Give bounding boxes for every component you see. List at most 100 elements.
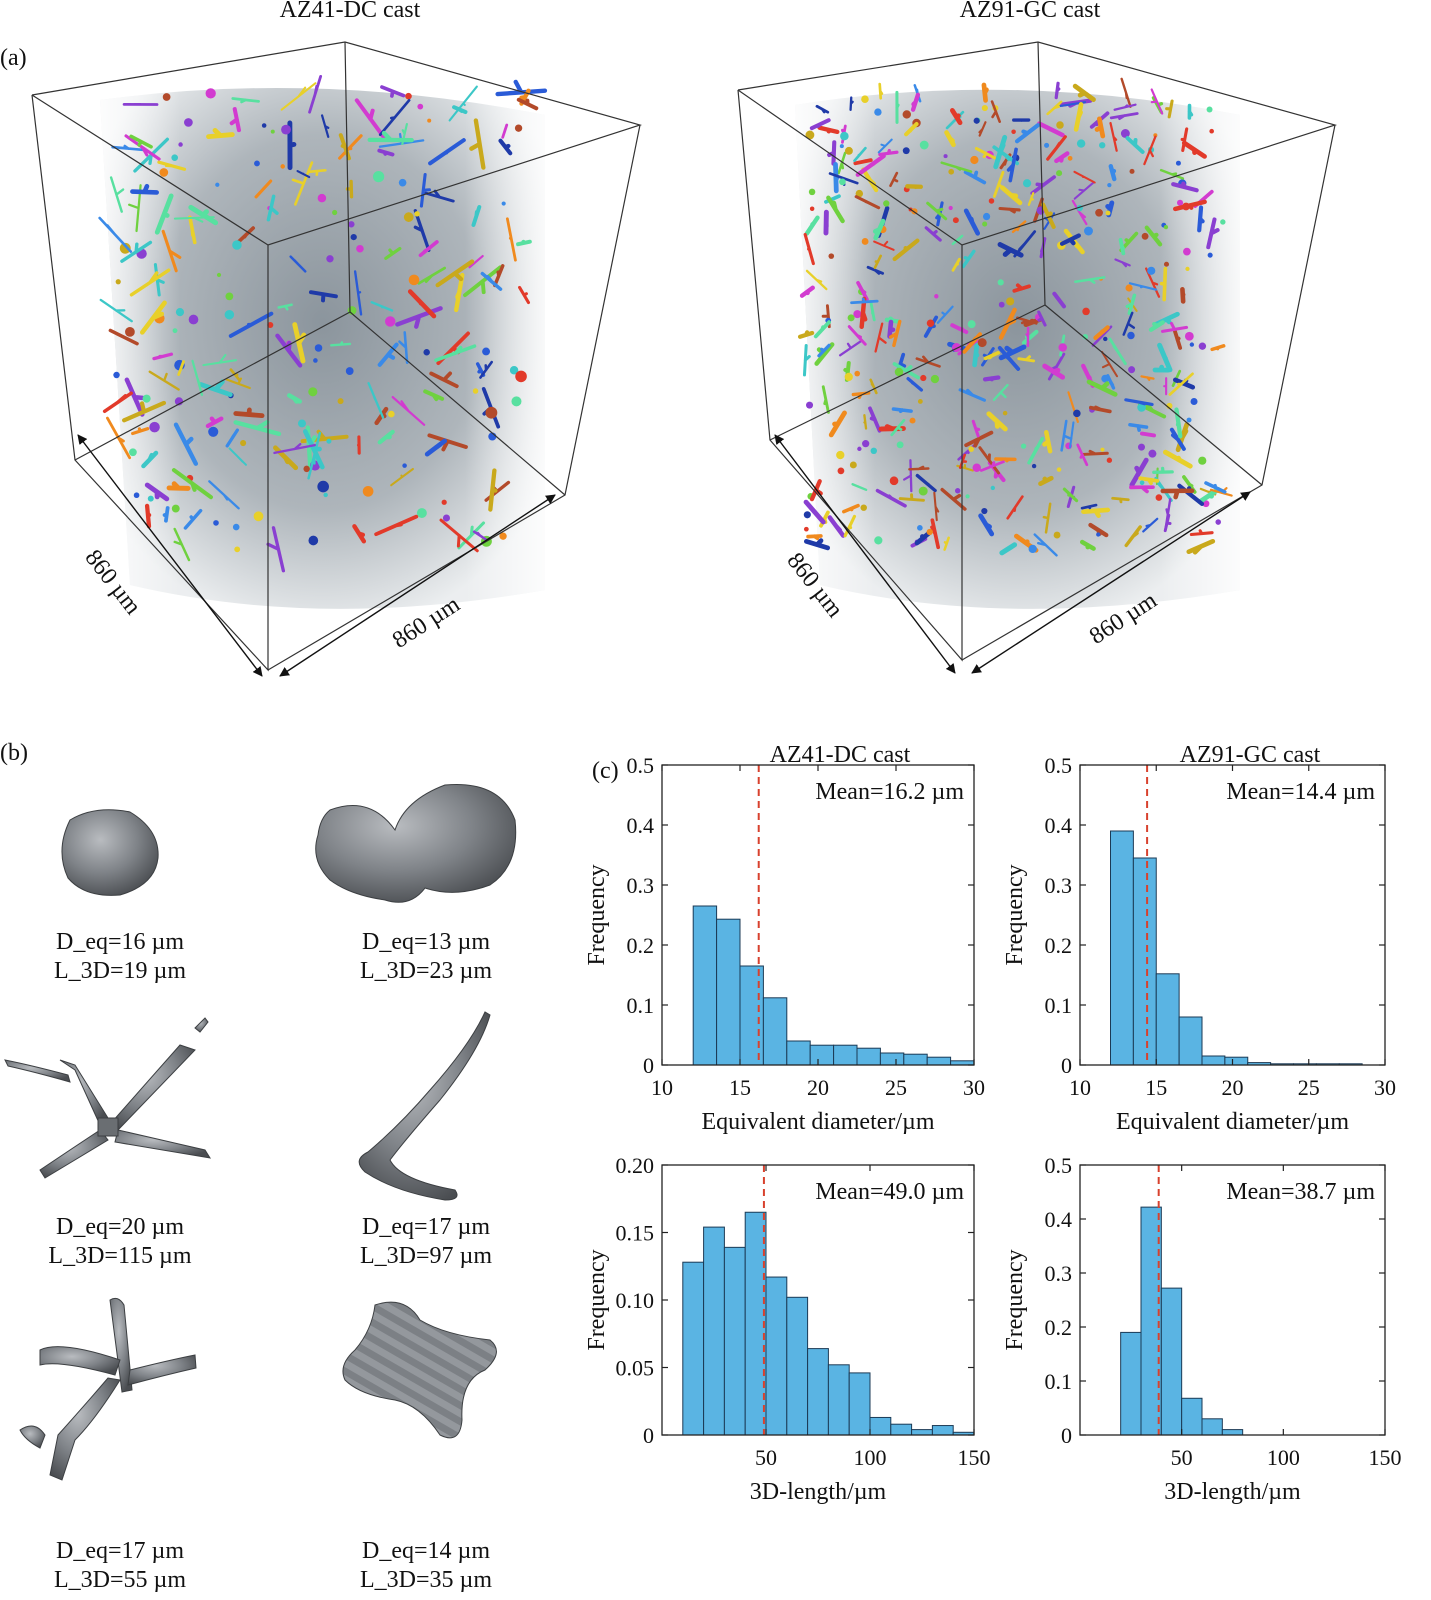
particle-branch	[228, 311, 274, 338]
particle-blob	[919, 140, 929, 150]
particle-6-l3d: L_3D=35 µm	[359, 1567, 493, 1593]
particle-branch	[1128, 282, 1158, 291]
particle-branch	[1114, 258, 1131, 268]
particle-branch	[1042, 363, 1066, 380]
particle-branch	[999, 185, 1023, 206]
particle-blob	[1198, 342, 1207, 350]
histogram-bar	[809, 1044, 835, 1066]
histogram-bar	[703, 1226, 725, 1436]
particle-branch	[1046, 100, 1063, 116]
particle-renderings	[4, 783, 517, 1481]
particle-blob	[1099, 142, 1106, 149]
particle-branch	[993, 134, 1008, 170]
particle-branch	[1125, 136, 1145, 154]
particle-branch	[1113, 103, 1137, 111]
particle-blob	[968, 446, 975, 452]
particle-blob	[1137, 443, 1145, 451]
x-tick-label: 100	[854, 1445, 887, 1470]
particle-branch	[198, 379, 233, 397]
particle-branch	[518, 285, 531, 305]
particle-blob	[317, 193, 327, 203]
particle-branch	[1108, 337, 1127, 366]
particle-blob	[948, 205, 953, 211]
particle-blob	[902, 110, 911, 119]
particle-branch	[254, 179, 273, 199]
particle-branch	[1076, 443, 1089, 467]
particle-branch	[1163, 377, 1168, 396]
particle-branch	[799, 285, 815, 298]
particle-branch	[944, 130, 956, 148]
particle-blob	[427, 118, 432, 123]
particle-blob	[1006, 297, 1015, 306]
particle-branch	[817, 125, 840, 135]
particle-branch	[1059, 233, 1081, 246]
histogram-bar	[856, 1047, 881, 1066]
particle-branch	[1046, 135, 1067, 161]
particle-branch	[874, 322, 887, 353]
particle-blob	[1190, 398, 1198, 406]
particle-blob	[805, 130, 815, 140]
particle-blob	[337, 398, 344, 405]
particle-branch	[809, 118, 831, 131]
particle-branch	[892, 362, 920, 380]
particle-2-caption: D_eq=13 µm L_3D=23 µm	[326, 928, 526, 986]
particle-blob	[808, 188, 816, 196]
particle-blob	[883, 200, 890, 207]
particle-branch	[889, 171, 899, 188]
particle-branch	[826, 195, 845, 224]
particle-branch	[802, 343, 811, 377]
particle-blob	[1127, 331, 1135, 340]
x-axis-label: Equivalent diameter/µm	[701, 1109, 934, 1135]
particle-branch	[997, 242, 1024, 258]
particle-branch	[1159, 168, 1185, 180]
particle-blob	[178, 142, 183, 147]
particle-blob	[1082, 333, 1089, 340]
x-tick-label: 15	[729, 1075, 751, 1100]
particle-branch	[889, 319, 902, 348]
particle-blob	[372, 171, 385, 183]
particle-4-l3d: L_3D=97 µm	[359, 1243, 493, 1269]
particle-branch	[951, 257, 961, 272]
particle-branch	[978, 121, 987, 137]
particle-branch	[434, 344, 477, 362]
particle-branch	[1122, 311, 1136, 336]
particle-branch	[157, 160, 187, 171]
particle-branch	[1129, 485, 1155, 494]
particle-blob	[1020, 443, 1027, 449]
particle-branch	[821, 385, 830, 414]
particle-branch	[177, 360, 185, 376]
y-tick-label: 0	[643, 1423, 654, 1448]
particle-blob	[1002, 410, 1008, 416]
particle-blob	[967, 320, 976, 329]
particle-branch	[1006, 147, 1018, 183]
cube-left-title: AZ41-DC cast	[279, 0, 421, 23]
y-tick-label: 0.2	[1045, 1315, 1073, 1340]
particle-blob	[281, 124, 291, 135]
particle-blob	[874, 108, 882, 116]
particle-5-deq: D_eq=17 µm	[55, 1538, 184, 1564]
histogram-2: 0 0.1 0.2 0.3 0.4 0.5 10 15 20 25 30 Equivalent dia…	[1002, 753, 1396, 1135]
cube-right-title: AZ91-GC cast	[959, 0, 1101, 23]
particle-blob	[270, 129, 275, 134]
histogram-4: 0 0.1 0.2 0.3 0.4 0.5 50 100 150 3D-length/µm Freq…	[1002, 1153, 1402, 1505]
particle-branch	[1086, 379, 1118, 397]
particle-branch	[837, 151, 847, 175]
particle-branch	[910, 92, 921, 112]
particle-branch	[869, 378, 878, 395]
particle-blob	[943, 154, 948, 159]
particle-branch	[1073, 170, 1096, 184]
histogram-bar	[1201, 1055, 1226, 1066]
particle-branch	[924, 226, 942, 242]
particle-branch	[1094, 116, 1106, 139]
particle-branch	[109, 176, 125, 213]
particle-branch	[906, 376, 924, 392]
particle-blob	[297, 419, 306, 428]
cube-left	[31, 41, 643, 677]
particle-blob	[1189, 342, 1195, 347]
particle-branch	[983, 351, 1000, 361]
y-tick-label: 0.20	[616, 1153, 655, 1178]
particle-branch	[129, 268, 171, 297]
particle-blob	[254, 160, 260, 167]
particle-blob	[171, 154, 179, 161]
particle-branch	[1074, 276, 1106, 284]
